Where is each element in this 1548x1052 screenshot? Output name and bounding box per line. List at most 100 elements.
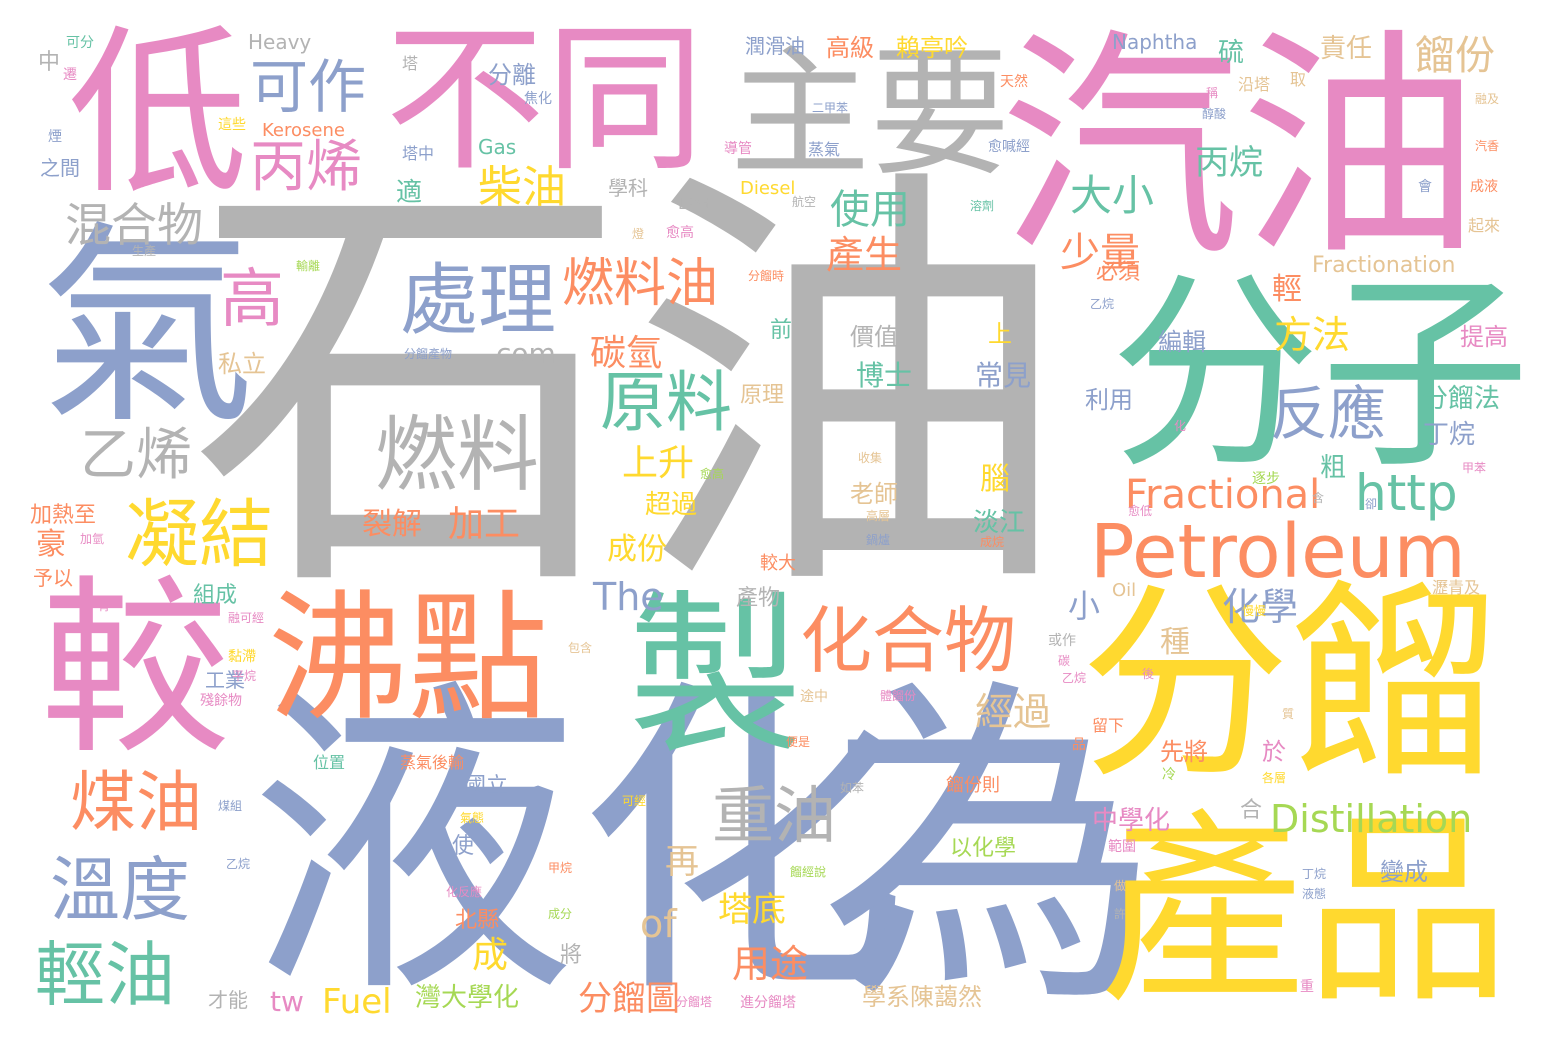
word: 淡江 bbox=[973, 508, 1026, 538]
word: 氣 bbox=[40, 202, 255, 453]
word: 丙烷 bbox=[1195, 143, 1263, 183]
word: 凝結 bbox=[125, 492, 273, 578]
word: 潤滑油 bbox=[745, 34, 805, 58]
word: 取 bbox=[1290, 70, 1307, 89]
word: tw bbox=[270, 985, 304, 1018]
word: 慢慢 bbox=[1242, 604, 1267, 618]
word: 合 bbox=[1240, 798, 1263, 823]
word: 位置 bbox=[313, 753, 346, 772]
word: 碳氫 bbox=[590, 333, 663, 374]
word: 使用 bbox=[830, 187, 910, 233]
word: 超過 bbox=[645, 490, 698, 520]
word: 沸點 bbox=[268, 578, 549, 741]
word: 灣大學化 bbox=[415, 983, 520, 1013]
word: 乙烷 bbox=[1090, 297, 1115, 311]
word: 愈低 bbox=[1128, 504, 1153, 518]
word: 塔底 bbox=[718, 890, 786, 930]
word: 生產 bbox=[132, 244, 157, 258]
word: 醇酸 bbox=[1202, 107, 1227, 121]
word: 加氫 bbox=[80, 532, 105, 546]
word: 豪 bbox=[36, 527, 66, 562]
word: 加工 bbox=[448, 504, 521, 545]
word: http bbox=[1355, 464, 1458, 522]
word: 黏滯 bbox=[228, 649, 256, 665]
word: 利用 bbox=[1085, 386, 1133, 414]
word: 予以 bbox=[33, 566, 73, 590]
word: 餾份 bbox=[1415, 33, 1495, 79]
word: 組成 bbox=[193, 583, 238, 608]
word: 卻 bbox=[1365, 497, 1378, 511]
word: 稱 bbox=[1206, 86, 1219, 100]
word: 之間 bbox=[40, 156, 80, 180]
word: Fractionation bbox=[1312, 253, 1456, 278]
word: 包含 bbox=[568, 641, 593, 655]
word: 重油 bbox=[712, 779, 837, 852]
word: LPG bbox=[678, 194, 709, 213]
word: 體餾份 bbox=[880, 689, 917, 703]
word: 蒸氣後輸 bbox=[400, 753, 465, 772]
word: 碳 bbox=[1058, 654, 1071, 668]
word: 石油 bbox=[190, 134, 1070, 646]
word: 價值 bbox=[850, 323, 898, 351]
word: com bbox=[496, 337, 556, 370]
word: 許 bbox=[1114, 907, 1127, 921]
word: 留下 bbox=[1092, 716, 1125, 735]
word: 提高 bbox=[1460, 323, 1508, 351]
word: Kerosene bbox=[262, 120, 345, 141]
word: 乙烯 bbox=[80, 423, 192, 488]
word: 低 bbox=[68, 10, 249, 219]
word: 反應 bbox=[1270, 380, 1387, 448]
word: 產品 bbox=[1100, 793, 1510, 1031]
word: 塔中 bbox=[402, 144, 435, 163]
word: 品 bbox=[1072, 737, 1086, 753]
word: 不同 bbox=[385, 6, 706, 193]
word: 二甲苯 bbox=[812, 101, 849, 115]
word: 分餾 bbox=[1080, 562, 1501, 807]
word: 少量 bbox=[1060, 230, 1140, 276]
word: 上 bbox=[988, 320, 1012, 348]
word: 編輯 bbox=[1158, 328, 1206, 356]
word: 含 bbox=[1312, 491, 1325, 505]
word: 青 bbox=[98, 599, 111, 613]
word: 可作 bbox=[250, 53, 367, 121]
word: Fractional bbox=[1125, 472, 1321, 518]
word: 鍋爐 bbox=[866, 533, 891, 547]
word: 分餾圖 bbox=[578, 979, 680, 1019]
word: 化合物 bbox=[800, 599, 1017, 683]
word: 成烷 bbox=[980, 535, 1005, 549]
word: 於 bbox=[1262, 738, 1286, 766]
word: 變成 bbox=[1380, 858, 1428, 886]
word: 硫 bbox=[1218, 38, 1245, 68]
word: 殘餘物 bbox=[200, 693, 242, 709]
word: 融及 bbox=[1475, 92, 1500, 106]
word: 餾份則 bbox=[946, 775, 1000, 796]
word: The bbox=[593, 575, 664, 619]
word: 成份 bbox=[607, 532, 667, 567]
word: 北縣 bbox=[455, 908, 500, 933]
word: 平烷 bbox=[232, 669, 257, 683]
word: 學系陳藹然 bbox=[862, 983, 982, 1011]
word: 才能 bbox=[208, 988, 248, 1012]
word: 丁烷 bbox=[1302, 867, 1327, 881]
word: 裂解 bbox=[362, 507, 422, 542]
word: 上升 bbox=[622, 443, 695, 484]
word: 分餾法 bbox=[1422, 384, 1501, 414]
word: 化 bbox=[1174, 419, 1187, 433]
word: 融可經 bbox=[228, 611, 265, 625]
word: 分餾產物 bbox=[404, 347, 453, 361]
word: 航空 bbox=[792, 195, 817, 209]
word: Distillation bbox=[1270, 797, 1473, 841]
word: Gas bbox=[478, 135, 517, 159]
word: 產物 bbox=[736, 586, 781, 611]
word: 小 bbox=[1068, 587, 1101, 625]
word: 化反應 bbox=[446, 885, 483, 899]
word: Naphtha bbox=[1112, 30, 1198, 54]
word: 燃料 bbox=[375, 408, 540, 503]
word: 天然 bbox=[1000, 74, 1028, 90]
word: Diesel bbox=[740, 178, 796, 199]
word: Petroleum bbox=[1090, 509, 1466, 595]
word: of bbox=[640, 902, 677, 946]
word: 這些 bbox=[218, 117, 246, 133]
word: Oil bbox=[1112, 580, 1137, 601]
word: 冷 bbox=[1162, 767, 1176, 783]
